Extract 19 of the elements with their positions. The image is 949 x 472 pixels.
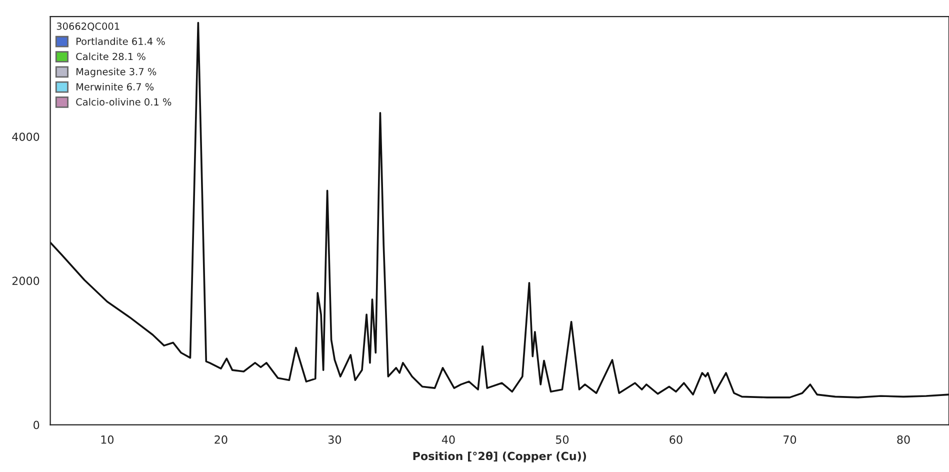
legend-label: Merwinite 6.7 % xyxy=(76,82,154,90)
legend-label: Calcio-olivine 0.1 % xyxy=(76,98,172,106)
y-tick-label: 4000 xyxy=(12,132,40,141)
x-tick-label: 60 xyxy=(670,435,682,444)
x-tick-label: 20 xyxy=(214,435,228,444)
x-tick-label: 10 xyxy=(101,435,114,444)
line-series xyxy=(50,22,949,398)
y-tick-label: 2000 xyxy=(12,276,40,286)
legend-title: 30662QC001 xyxy=(56,22,120,31)
x-axis-title: Position [°2θ] (Copper (Cu)) xyxy=(413,452,586,462)
x-tick-label: 70 xyxy=(784,435,796,444)
legend-label: Portlandite 61.4 % xyxy=(76,38,165,46)
y-tick-label: 0 xyxy=(34,420,40,430)
x-tick-label: 50 xyxy=(556,435,569,444)
x-tick-label: 80 xyxy=(897,435,910,444)
legend-label: Magnesite 3.7 % xyxy=(76,68,156,78)
legend-label: Calcite 28.1 % xyxy=(76,52,146,60)
x-tick-label: 40 xyxy=(442,435,455,444)
x-tick-label: 30 xyxy=(328,435,342,444)
